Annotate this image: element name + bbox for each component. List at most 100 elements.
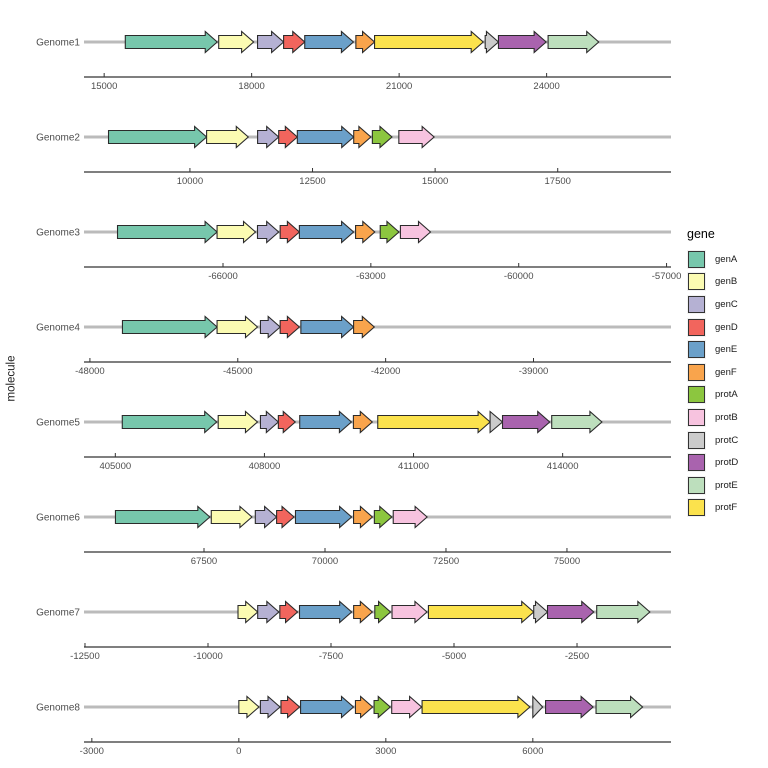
- gene-arrow-genB: [237, 600, 259, 624]
- legend-item-protD: protD: [687, 451, 738, 474]
- legend-swatch-genA: [688, 250, 705, 268]
- gene-arrow-genF: [352, 410, 374, 434]
- molecule-label: Genome7: [36, 608, 80, 619]
- legend-label: genA: [715, 253, 738, 265]
- x-axis-tick-label: 12500: [299, 176, 325, 187]
- legend-swatch-genB: [688, 273, 705, 291]
- gene-arrow-protF: [377, 410, 491, 434]
- molecule-label: Genome3: [36, 228, 80, 239]
- legend-swatch-genC: [688, 295, 705, 313]
- gene-arrow-genD: [277, 410, 297, 434]
- gene-arrow-genD: [280, 695, 301, 719]
- gene-arrow-genF: [355, 30, 376, 54]
- x-axis-tick-label: -3000: [80, 746, 104, 757]
- gene-arrow-protF: [374, 30, 485, 54]
- legend-item-protB: protB: [687, 406, 738, 429]
- x-axis-tick-label: 10000: [177, 176, 203, 187]
- x-axis-tick-label: 72500: [433, 556, 459, 567]
- legend-key: [687, 249, 706, 269]
- facet-genome5: Genome5 405000 408000 411000 414000: [36, 410, 671, 472]
- gene-arrow-protD: [546, 600, 595, 624]
- legend-item-protF: protF: [687, 497, 738, 520]
- gene-arrow-genB: [218, 30, 255, 54]
- legend-label: protD: [715, 457, 739, 469]
- x-axis-tick-label: 67500: [191, 556, 217, 567]
- gene-arrow-genF: [355, 220, 376, 244]
- gene-arrow-genE: [294, 505, 353, 529]
- legend-item-genD: genD: [687, 316, 738, 339]
- gene-arrow-genA: [114, 505, 211, 529]
- gene-arrow-protC: [533, 600, 549, 624]
- gene-arrow-protB: [398, 125, 435, 149]
- x-axis-tick-label: 70000: [312, 556, 338, 567]
- gene-arrow-genF: [352, 505, 374, 529]
- gene-arrow-genB: [216, 315, 259, 339]
- facet-genome3: Genome3 -66000 -63000 -60000 -57000: [36, 220, 681, 282]
- facet-genome1: Genome1 15000 18000 21000 24000: [36, 30, 671, 92]
- x-axis-tick-label: 405000: [99, 461, 131, 472]
- legend-item-genB: genB: [687, 271, 738, 294]
- legend-key: [687, 407, 706, 427]
- gene-arrow-genD: [278, 125, 299, 149]
- gene-arrow-genA: [107, 125, 208, 149]
- gene-arrow-genE: [299, 410, 353, 434]
- x-axis-tick-label: -42000: [371, 366, 401, 377]
- legend-title: gene: [687, 227, 715, 241]
- x-axis-tick-label: 75000: [554, 556, 580, 567]
- x-axis-tick-label: 6000: [522, 746, 543, 757]
- facet-genome4: Genome4 -48000 -45000 -42000 -39000: [36, 315, 671, 377]
- molecule-label: Genome8: [36, 703, 80, 714]
- facet-genome6: Genome6 67500 70000 72500 75000: [36, 505, 671, 567]
- legend-label: protE: [715, 479, 738, 491]
- legend-key: [687, 475, 706, 495]
- gene-arrow-protA: [371, 125, 393, 149]
- gene-arrow-genE: [300, 315, 355, 339]
- legend-key: [687, 317, 706, 337]
- gene-arrow-protF: [421, 695, 531, 719]
- x-axis-tick-label: 0: [236, 746, 241, 757]
- legend-key: [687, 272, 706, 292]
- gene-arrow-protC: [484, 30, 500, 54]
- legend-key: [687, 430, 706, 450]
- x-axis-tick-label: 408000: [249, 461, 281, 472]
- gene-arrow-genE: [298, 220, 355, 244]
- x-axis-tick-label: -45000: [223, 366, 253, 377]
- gene-arrow-genB: [217, 410, 259, 434]
- gene-arrow-genD: [279, 315, 301, 339]
- gene-arrow-genA: [121, 410, 218, 434]
- gene-arrow-genE: [298, 600, 353, 624]
- gene-arrow-genD: [279, 220, 301, 244]
- x-axis-tick-label: -10000: [193, 651, 223, 662]
- legend-label: genC: [715, 298, 738, 310]
- gene-arrow-protF: [427, 600, 535, 624]
- molecule-label: Genome2: [36, 133, 80, 144]
- gene-arrow-genB: [210, 505, 253, 529]
- legend-label: protA: [715, 389, 738, 401]
- gene-arrow-protE: [596, 600, 651, 624]
- gene-arrow-protB: [391, 600, 428, 624]
- gene-arrow-genF: [353, 125, 372, 149]
- x-axis-tick-label: -48000: [75, 366, 105, 377]
- gene-arrow-genC: [254, 505, 278, 529]
- gene-arrow-genC: [257, 600, 280, 624]
- facet-genome2: Genome2 10000 12500 15000 17500: [36, 125, 671, 187]
- x-axis-tick-label: -2500: [565, 651, 589, 662]
- gene-arrow-genC: [256, 30, 285, 54]
- x-axis-tick-label: 24000: [533, 81, 559, 92]
- gene-arrow-genC: [259, 695, 281, 719]
- x-axis-tick-label: 21000: [386, 81, 412, 92]
- legend-swatch-genE: [688, 341, 705, 359]
- molecule-label: Genome6: [36, 513, 80, 524]
- gene-arrow-genB: [238, 695, 260, 719]
- legend-item-protA: protA: [687, 384, 738, 407]
- molecule-label: Genome4: [36, 323, 80, 334]
- gene-arrow-genD: [276, 505, 295, 529]
- legend-item-genA: genA: [687, 248, 738, 271]
- molecule-label: Genome5: [36, 418, 80, 429]
- legend-swatch-protF: [688, 499, 705, 517]
- legend-key: [687, 453, 706, 473]
- facet-genome8: Genome8 -3000 0 3000 6000: [36, 695, 671, 757]
- molecule-label: Genome1: [36, 38, 80, 49]
- legend-swatch-protD: [688, 454, 705, 472]
